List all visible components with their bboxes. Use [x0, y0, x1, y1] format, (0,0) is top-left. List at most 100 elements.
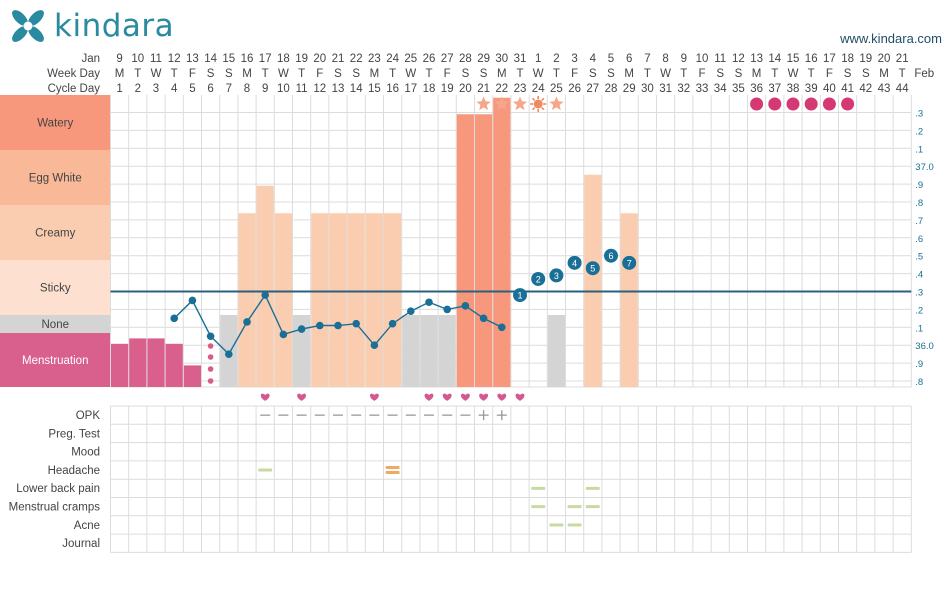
- fluid-band-sticky: [0, 260, 111, 315]
- weekday-label: M: [370, 68, 380, 80]
- weekday-label: W: [533, 68, 544, 80]
- sun-ray: [541, 97, 545, 102]
- temp-point: [388, 319, 397, 328]
- heart-icon: [297, 393, 307, 401]
- temp-point-numbered: [513, 288, 527, 303]
- cycle-day-label: 18: [423, 83, 436, 95]
- fluid-band-none: [0, 315, 111, 333]
- fertile-star-icon: [549, 96, 564, 111]
- cycle-day-label: 5: [189, 83, 195, 95]
- cycle-day-label: 28: [605, 83, 618, 95]
- weekday-label: S: [589, 68, 597, 80]
- weekday-label: T: [553, 68, 560, 80]
- fluid-bar-creamy: [620, 213, 638, 387]
- cycle-day-label: 38: [787, 83, 800, 95]
- date-label: 14: [204, 53, 217, 65]
- fluid-label-none: None: [42, 319, 70, 331]
- kindara-logo-icon: [12, 10, 44, 42]
- fluid-band-egg-white: [0, 150, 111, 205]
- cycle-day-label: 6: [207, 83, 213, 95]
- cycle-day-label: 10: [277, 83, 290, 95]
- temp-axis-label: .1: [915, 323, 923, 334]
- weekday-label: W: [660, 68, 671, 80]
- date-label: 30: [495, 53, 508, 65]
- weekday-label: M: [497, 68, 507, 80]
- cycle-day-label: 9: [262, 83, 268, 95]
- date-label: 11: [714, 53, 726, 65]
- cycle-day-label: 4: [171, 83, 178, 95]
- header-row-label: Week Day: [47, 68, 100, 80]
- heart-icon: [497, 393, 507, 401]
- month-label-feb: Feb: [914, 68, 934, 80]
- ovulation-sun-icon: [530, 96, 547, 112]
- date-label: 20: [313, 53, 326, 65]
- website-link[interactable]: www.kindara.com: [840, 31, 942, 46]
- fluid-bar-creamy: [329, 213, 347, 387]
- temp-point: [352, 319, 361, 328]
- symptom-row-label: Menstrual cramps: [9, 502, 101, 514]
- temp-axis-label: 37.0: [915, 162, 934, 173]
- cycle-day-label: 32: [677, 83, 690, 95]
- weekday-label: T: [425, 68, 432, 80]
- weekday-label: M: [879, 68, 889, 80]
- date-label: 10: [696, 53, 709, 65]
- temp-point: [261, 291, 270, 299]
- predicted-period-dot: [768, 97, 782, 111]
- temp-point: [225, 350, 233, 358]
- cycle-day-label: 14: [350, 83, 363, 95]
- cycle-day-label: 39: [805, 83, 818, 95]
- heart-icon: [460, 393, 470, 401]
- cycle-day-label: 12: [313, 83, 326, 95]
- date-label: 14: [768, 53, 781, 65]
- temp-point-numbered: [585, 261, 600, 276]
- weekday-label: S: [844, 68, 852, 80]
- symptom-grid: [110, 405, 912, 553]
- cycle-day-label: 27: [586, 83, 599, 95]
- heart-icon: [515, 393, 525, 401]
- temp-point-number: 6: [608, 251, 613, 261]
- temp-axis-label: .2: [915, 126, 923, 137]
- cycle-day-label: 2: [135, 83, 141, 95]
- weekday-label: T: [389, 68, 396, 80]
- fluid-bar-none: [402, 315, 420, 387]
- date-label: 22: [350, 53, 363, 65]
- fluid-bar-creamy: [584, 174, 602, 387]
- symptom-mark-mild: [585, 505, 600, 509]
- weekday-label: T: [516, 68, 523, 80]
- cycle-day-label: 15: [368, 83, 381, 95]
- heart-icon: [479, 393, 489, 401]
- fluid-label-menstruation: Menstruation: [22, 355, 88, 367]
- temp-point: [407, 307, 415, 315]
- cycle-day-label: 13: [332, 83, 345, 95]
- weekday-label: F: [826, 68, 833, 80]
- weekday-label: F: [444, 68, 451, 80]
- date-label: 17: [823, 53, 836, 65]
- date-label: 13: [750, 53, 763, 65]
- fluid-label-watery: Watery: [37, 118, 73, 130]
- weekday-label: S: [735, 68, 743, 80]
- cycle-day-label: 8: [244, 83, 250, 95]
- temp-axis-label: .7: [915, 216, 923, 227]
- cycle-day-label: 1: [116, 83, 122, 95]
- cycle-day-label: 22: [495, 83, 508, 95]
- symptom-mark-mild: [567, 505, 582, 509]
- symptom-row-label: Headache: [48, 465, 100, 477]
- temp-point-number: 4: [572, 258, 577, 268]
- temp-point-numbered: [567, 255, 582, 270]
- temp-point: [479, 314, 488, 323]
- date-label: 17: [259, 53, 272, 65]
- predicted-period-dot: [786, 97, 800, 111]
- date-label: 4: [590, 53, 597, 65]
- date-label: 12: [732, 53, 745, 65]
- temp-axis-label: 36.0: [915, 341, 934, 352]
- date-label: 16: [241, 53, 254, 65]
- temp-point-number: 5: [590, 264, 595, 274]
- temp-point: [279, 330, 288, 339]
- date-label: 24: [386, 53, 399, 65]
- weekday-label: W: [278, 68, 289, 80]
- weekday-label: F: [571, 68, 578, 80]
- fluid-bar-watery: [493, 97, 511, 387]
- kindara-logo: kindara: [8, 4, 174, 48]
- temp-axis-label: .3: [915, 288, 923, 299]
